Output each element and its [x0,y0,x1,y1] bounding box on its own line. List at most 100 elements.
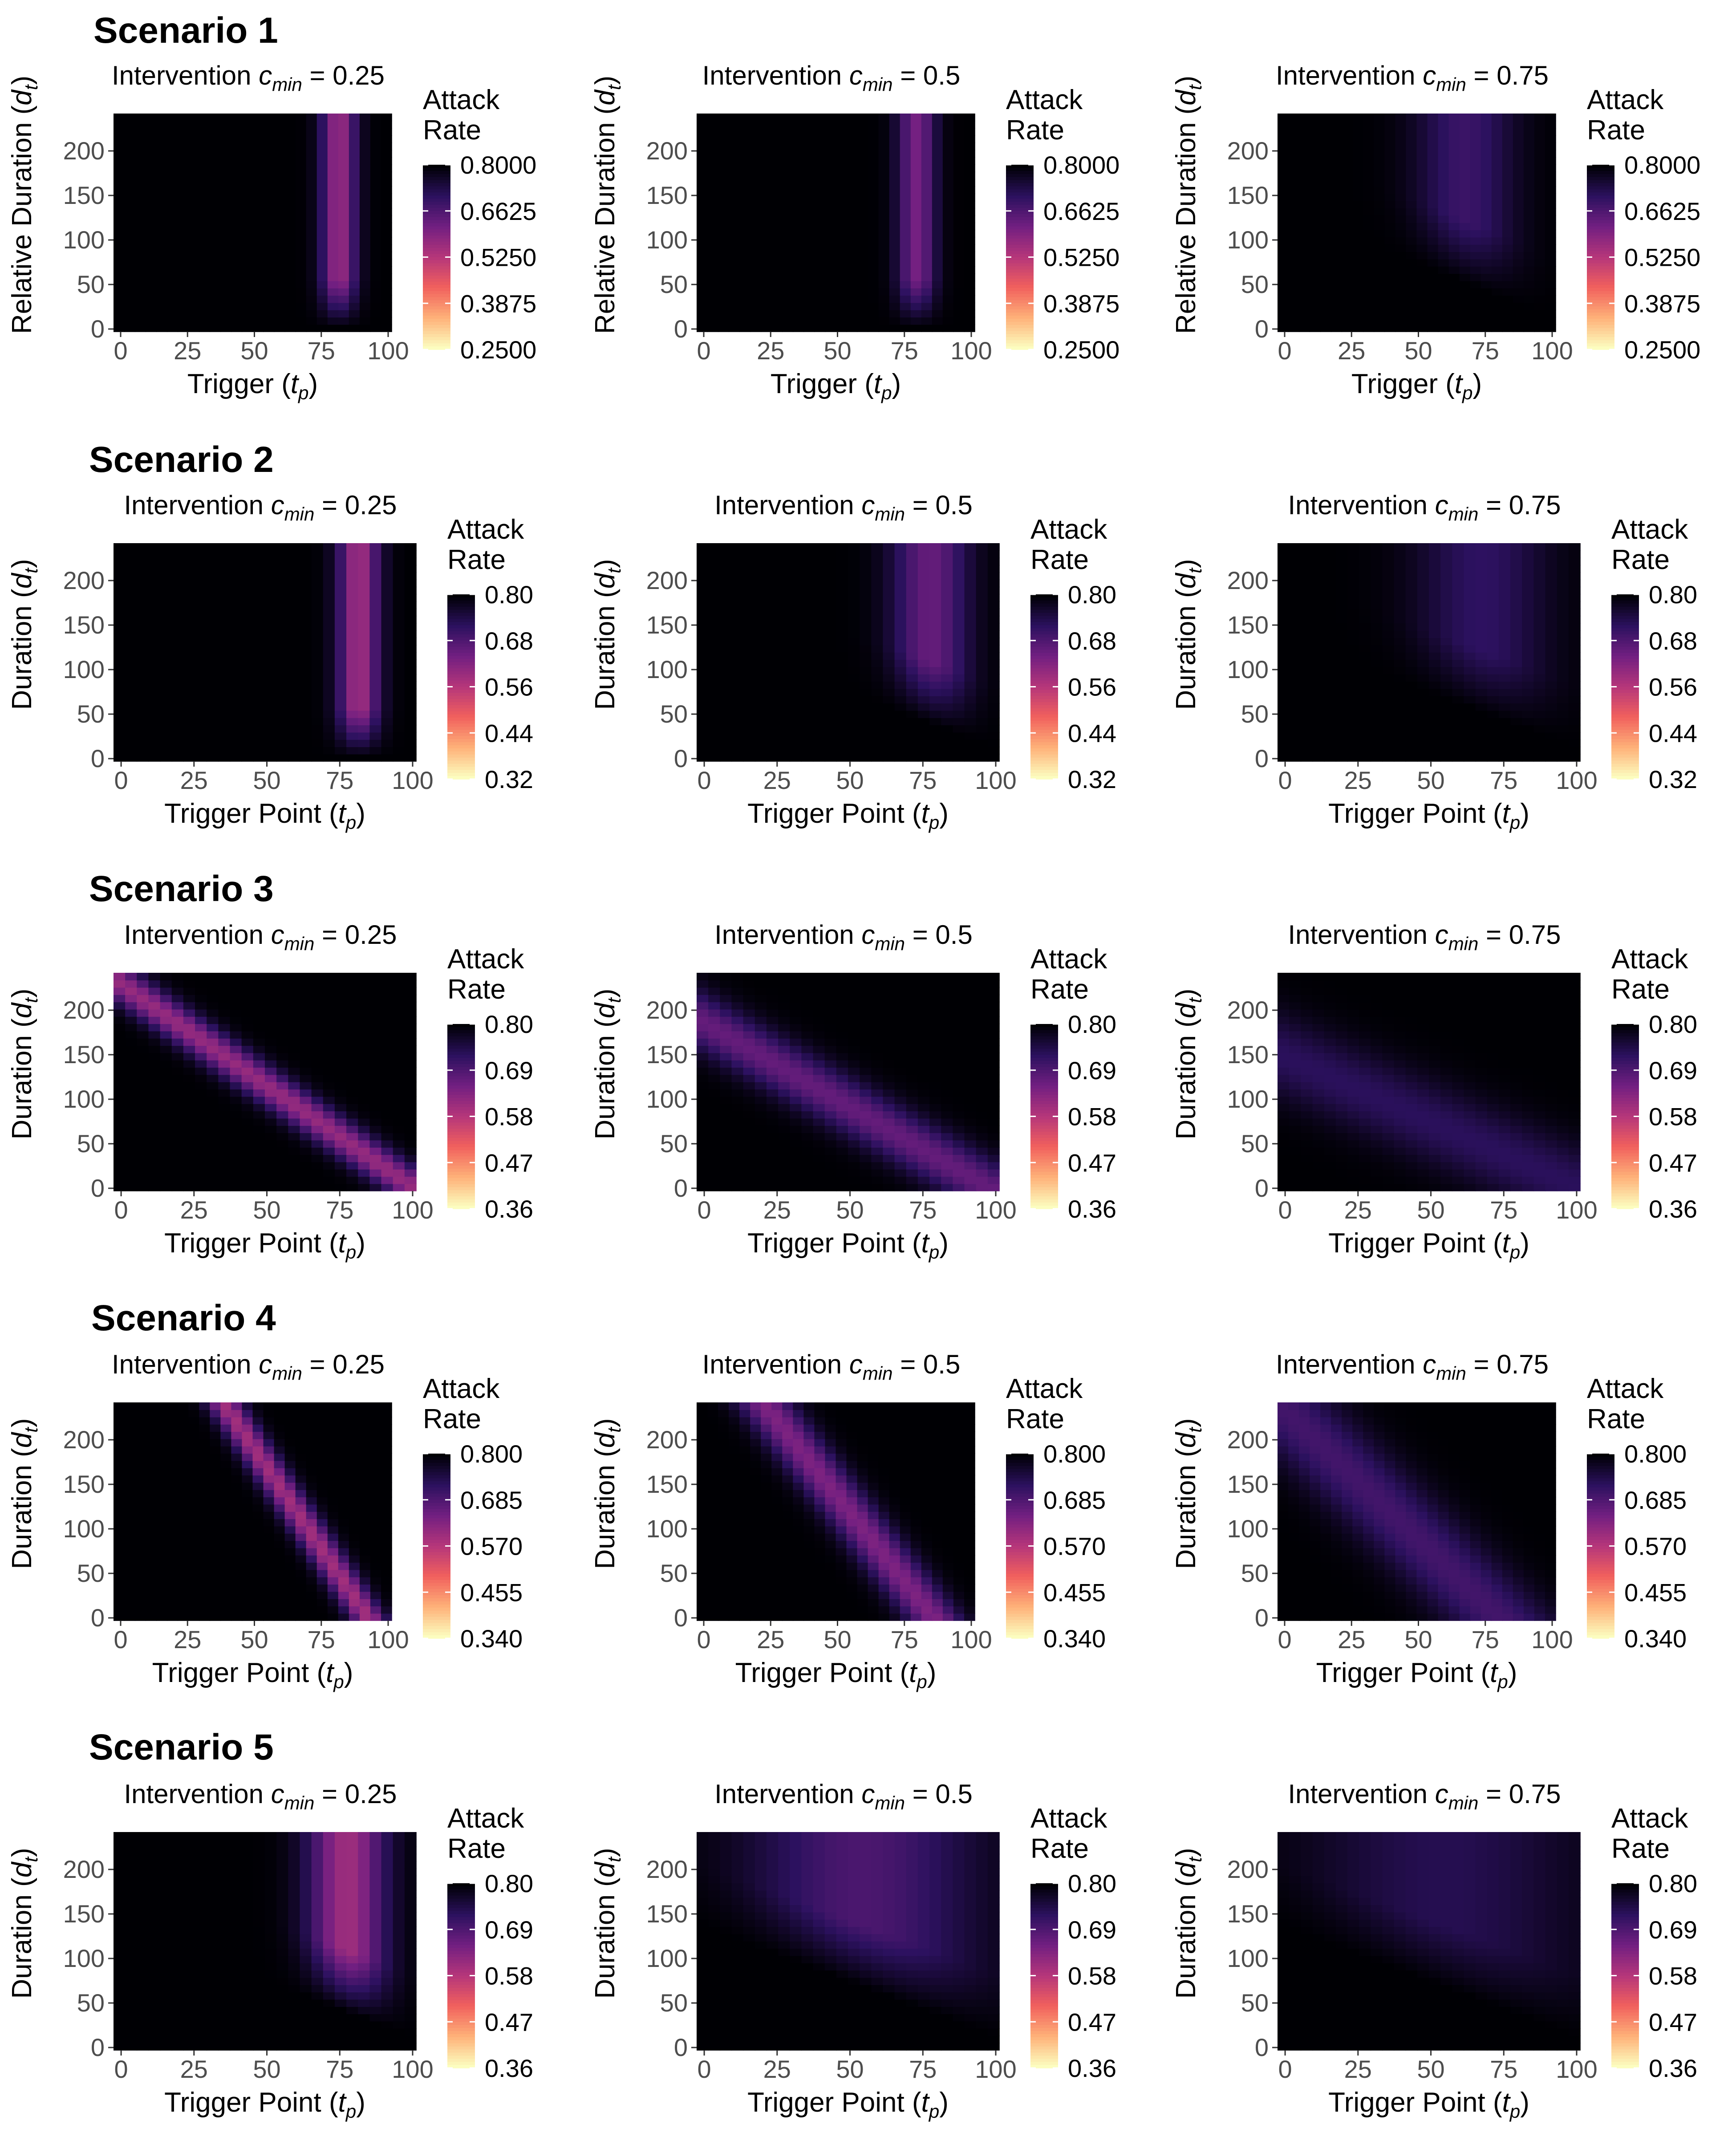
heatmap-cell [917,659,930,667]
heatmap-cell [137,572,149,580]
heatmap-cell [848,630,860,638]
legend-swatch [447,742,475,746]
heatmap-cell [230,543,242,551]
heatmap-cell [188,273,200,281]
heatmap-cell [316,237,328,245]
heatmap-cell [1417,587,1429,595]
legend-swatch [1006,204,1034,208]
heatmap-cell [1335,587,1348,595]
heatmap-cell [964,674,977,682]
heatmap-cell [1452,732,1464,740]
heatmap-cell [404,572,417,580]
heatmap-cell [359,193,371,201]
heatmap-cell [1487,696,1499,704]
heatmap-cell [288,659,300,667]
heatmap-cell [210,280,221,288]
heatmap-cell [889,179,900,187]
heatmap-cell [836,237,847,245]
heatmap-cell [761,252,772,260]
heatmap-cell [1347,638,1359,646]
heatmap-cell [1371,747,1383,755]
heatmap-cell [731,703,744,711]
heatmap-cell [729,208,740,216]
heatmap-cell [771,280,783,288]
heatmap-cell [207,623,219,631]
heatmap-cell [793,193,804,201]
heatmap-cell [731,652,744,660]
heatmap-cell [697,302,708,310]
heatmap-cell [316,244,328,252]
heatmap-cell [1513,193,1524,201]
heatmap-cell [1498,725,1511,733]
heatmap-cell [241,754,254,762]
heatmap-cell [1429,565,1441,573]
legend-swatch [447,631,475,635]
heatmap-cell [338,259,349,267]
heatmap-cell [1416,302,1428,310]
heatmap-cell [1440,747,1453,755]
heatmap-cell [1429,550,1441,558]
legend-swatch [423,288,450,292]
heatmap-cell [1331,302,1343,310]
legend-swatch [423,229,450,233]
heatmap-cell [1498,732,1511,740]
heatmap-cell [1487,623,1499,631]
heatmap-cell [976,630,988,638]
heatmap-cell [1417,703,1429,711]
heatmap-cell [868,193,879,201]
heatmap-cell [941,630,953,638]
heatmap-cell [1324,623,1336,631]
heatmap-cell [697,121,708,129]
legend-swatch [1006,195,1034,199]
heatmap-cell [1440,710,1453,718]
heatmap-cell [183,601,195,609]
heatmap-cell [1405,550,1418,558]
heatmap-cell [987,739,1000,748]
heatmap-cell [900,273,911,281]
heatmap-cell [334,645,347,653]
legend-swatch [1587,300,1614,304]
x-tick-label: 75 [308,337,335,365]
heatmap-cell [1331,266,1343,274]
legend-swatch [447,705,475,709]
heatmap-cell [708,623,721,631]
heatmap-cell [156,302,167,310]
heatmap-cell [1427,142,1439,150]
heatmap-cell [178,193,189,201]
heatmap-cell [253,688,265,696]
heatmap-cell [1374,186,1385,194]
heatmap-cell [231,288,243,296]
heatmap-cell [1320,230,1331,238]
heatmap-cell [1545,288,1556,296]
heatmap-cell [929,601,942,609]
heatmap-cell [766,601,779,609]
heatmap-cell [1312,703,1325,711]
heatmap-cell [207,754,219,762]
heatmap-cell [349,114,360,122]
heatmap-cell [1299,295,1310,303]
heatmap-cell [953,179,965,187]
heatmap-cell [782,171,794,179]
heatmap-cell [953,725,965,733]
legend-swatch [447,739,475,743]
heatmap-cell [964,186,975,194]
heatmap-cell [906,666,918,674]
heatmap-cell [868,317,879,325]
heatmap-cell [1382,565,1395,573]
heatmap-cell [906,623,918,631]
heatmap-cell [1416,230,1428,238]
heatmap-cell [1363,150,1375,158]
heatmap-cell [334,572,347,580]
heatmap-cell [1395,244,1407,252]
heatmap-cell [917,725,930,733]
heatmap-cell [207,718,219,726]
heatmap-cell [218,645,231,653]
heatmap-cell [1427,259,1439,267]
heatmap-cell [167,302,178,310]
heatmap-cell [860,681,872,689]
heatmap-cell [1395,310,1407,318]
heatmap-cell [1427,237,1439,245]
heatmap-cell [199,186,211,194]
heatmap-cell [857,215,868,223]
heatmap-cell [359,324,371,332]
